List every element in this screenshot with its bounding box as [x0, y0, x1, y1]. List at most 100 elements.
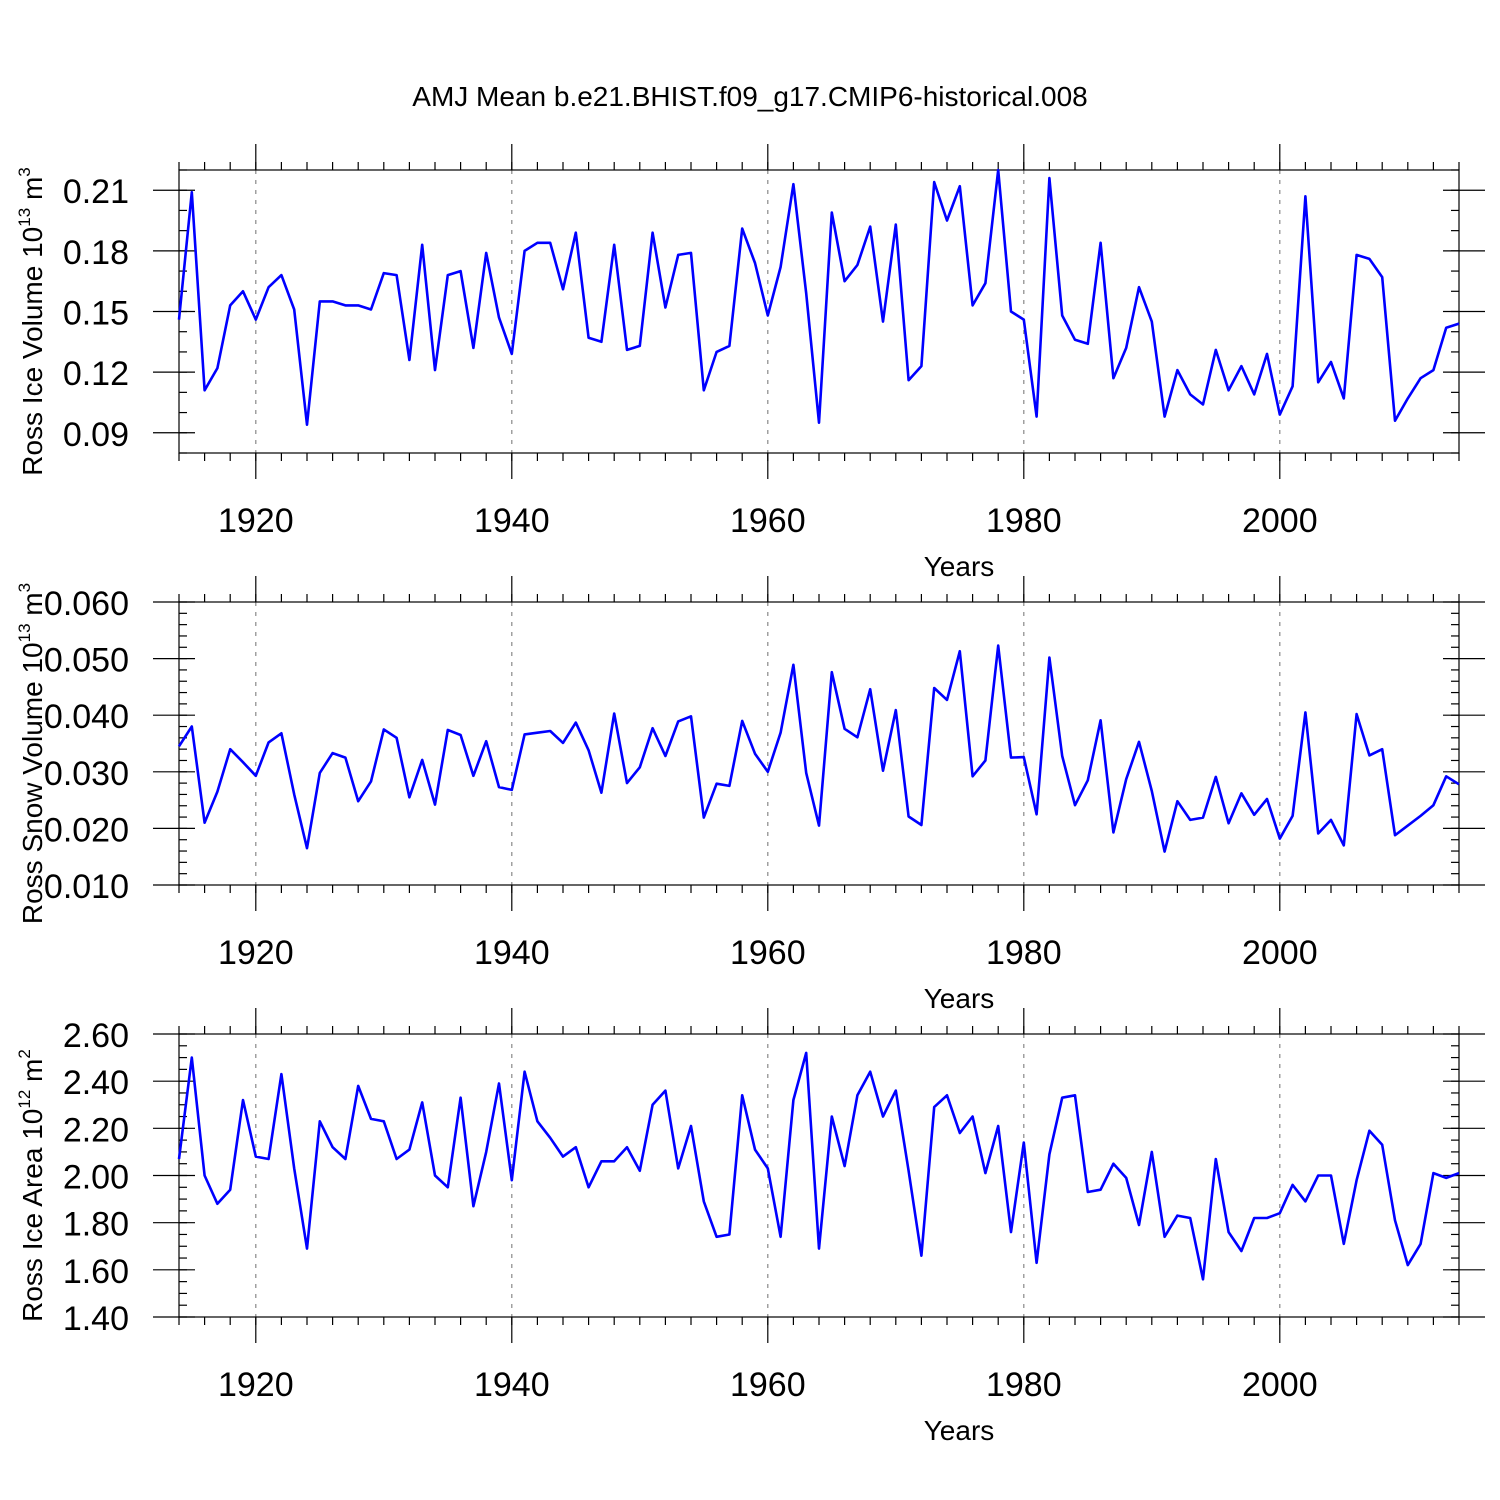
data-point: [1381, 748, 1383, 750]
data-point: [703, 389, 705, 391]
data-point: [344, 756, 346, 758]
data-point: [511, 1179, 513, 1181]
data-point: [728, 785, 730, 787]
data-point: [267, 741, 269, 743]
data-point: [523, 733, 525, 735]
data-point: [933, 1106, 935, 1108]
data-point: [792, 664, 794, 666]
plot-frame: [178, 1033, 1460, 1318]
data-point: [933, 181, 935, 183]
data-point: [754, 752, 756, 754]
data-point: [523, 1071, 525, 1073]
y-axis-label-unit-exponent: 3: [15, 167, 34, 176]
data-point: [613, 712, 615, 714]
data-point: [805, 1052, 807, 1054]
data-point: [1202, 403, 1204, 405]
data-point: [255, 318, 257, 320]
data-point: [203, 389, 205, 391]
data-point: [1240, 792, 1242, 794]
data-point: [984, 759, 986, 761]
data-point: [741, 720, 743, 722]
data-point: [1419, 1243, 1421, 1245]
data-point: [331, 1146, 333, 1148]
data-point: [1343, 844, 1345, 846]
data-point: [920, 365, 922, 367]
data-point: [651, 231, 653, 233]
data-point: [626, 1146, 628, 1148]
data-point: [242, 761, 244, 763]
data-point: [741, 1094, 743, 1096]
data-point: [203, 822, 205, 824]
data-point: [1087, 343, 1089, 345]
data-point: [331, 300, 333, 302]
y-axis-label-text: Ross Snow Volume 10: [17, 642, 48, 924]
data-point: [997, 1125, 999, 1127]
data-point: [600, 341, 602, 343]
data-point: [229, 304, 231, 306]
data-point: [1419, 815, 1421, 817]
data-point: [549, 1137, 551, 1139]
data-point: [1407, 397, 1409, 399]
data-point: [434, 1174, 436, 1176]
data-point: [728, 1233, 730, 1235]
data-point: [1458, 1172, 1460, 1174]
data-point: [626, 782, 628, 784]
data-point: [907, 815, 909, 817]
data-point: [575, 721, 577, 723]
data-point: [1458, 783, 1460, 785]
y-axis-label-unit-exponent: 2: [15, 1049, 34, 1058]
x-tick-label-2000: 2000: [1242, 502, 1318, 540]
data-point: [1176, 800, 1178, 802]
data-point: [1125, 1177, 1127, 1179]
data-point: [805, 772, 807, 774]
data-point: [818, 421, 820, 423]
y-tick-label: 2.00: [63, 1159, 129, 1197]
data-point: [843, 280, 845, 282]
data-point: [280, 1073, 282, 1075]
data-point: [383, 272, 385, 274]
x-tick-label-1980: 1980: [986, 1366, 1062, 1404]
data-point: [882, 769, 884, 771]
data-point: [1099, 719, 1101, 721]
data-point: [792, 1099, 794, 1101]
data-point: [1445, 775, 1447, 777]
data-point: [1061, 755, 1063, 757]
data-point: [587, 749, 589, 751]
data-point: [831, 671, 833, 673]
x-tick-label-1960: 1960: [730, 934, 806, 972]
data-point: [754, 262, 756, 264]
data-point: [1343, 397, 1345, 399]
data-point: [1176, 1214, 1178, 1216]
data-point: [1163, 415, 1165, 417]
data-point: [587, 337, 589, 339]
data-point: [1355, 1179, 1357, 1181]
y-tick-label: 0.050: [44, 642, 129, 680]
y-axis-label: Ross Ice Volume 1013 m3: [15, 167, 48, 476]
data-point: [920, 1254, 922, 1256]
data-line-ross-ice-volume: [177, 168, 1460, 427]
data-point: [472, 1205, 474, 1207]
data-point: [1368, 1129, 1370, 1131]
data-point: [703, 1200, 705, 1202]
data-point: [370, 1118, 372, 1120]
y-tick-label: 0.15: [63, 295, 129, 333]
data-point: [575, 231, 577, 233]
data-point: [1291, 385, 1293, 387]
y-axis-label-unit-exponent: 3: [15, 583, 34, 592]
data-point: [511, 789, 513, 791]
data-point: [306, 1247, 308, 1249]
data-point: [1010, 1231, 1012, 1233]
data-point: [677, 254, 679, 256]
data-point: [1355, 254, 1357, 256]
data-point: [1445, 1177, 1447, 1179]
y-axis-label-unit: m: [17, 1059, 48, 1090]
data-point: [1176, 369, 1178, 371]
data-point: [383, 728, 385, 730]
data-point: [715, 782, 717, 784]
plot-frame: [178, 601, 1460, 886]
data-point: [1381, 276, 1383, 278]
data-point: [1087, 1191, 1089, 1193]
data-point: [242, 1099, 244, 1101]
